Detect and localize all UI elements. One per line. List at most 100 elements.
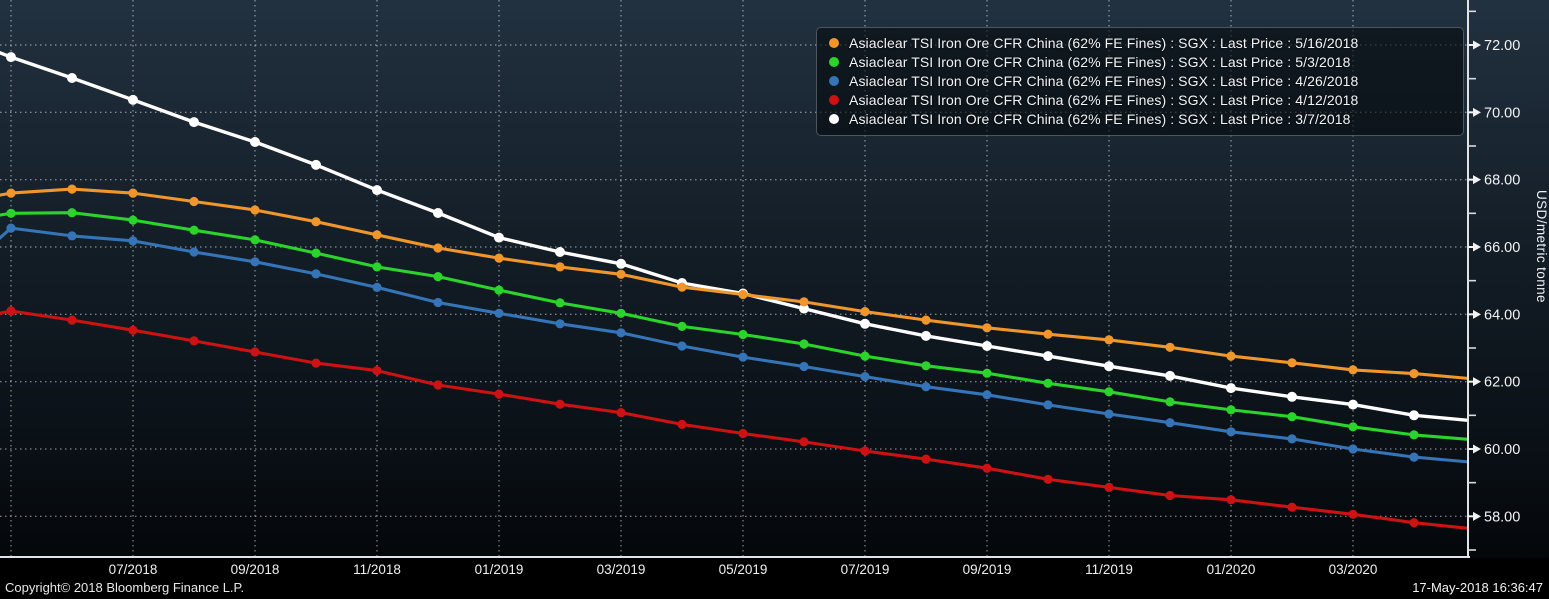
- data-point: [433, 297, 443, 308]
- copyright-text: Copyright© 2018 Bloomberg Finance L.P.: [5, 580, 245, 595]
- data-point: [1043, 400, 1053, 410]
- data-point: [372, 282, 382, 292]
- data-point: [1165, 397, 1175, 407]
- legend-row-1[interactable]: Asiaclear TSI Iron Ore CFR China (62% FE…: [829, 33, 1453, 52]
- data-point: [6, 188, 16, 198]
- data-point: [555, 399, 565, 409]
- y-axis-tick-label: 68.00: [1484, 173, 1520, 189]
- data-point: [799, 437, 809, 447]
- data-point: [67, 184, 77, 194]
- data-point: [1409, 430, 1419, 440]
- legend-label: Asiaclear TSI Iron Ore CFR China (62% FE…: [849, 110, 1351, 127]
- data-point: [1226, 383, 1236, 394]
- data-point: [494, 389, 504, 399]
- y-tick-arrow-icon: [1473, 511, 1481, 521]
- data-point: [1226, 427, 1236, 437]
- data-point: [1409, 452, 1419, 462]
- axes: [0, 0, 1481, 558]
- data-point: [250, 137, 260, 147]
- data-point: [616, 269, 626, 279]
- series-line: [0, 226, 1468, 464]
- x-axis-tick-label: 09/2019: [963, 562, 1012, 577]
- data-point: [1043, 351, 1053, 362]
- data-point: [189, 247, 199, 257]
- timestamp-text: 17-May-2018 16:36:47: [1412, 580, 1543, 595]
- data-point: [67, 208, 77, 218]
- data-point: [1409, 410, 1419, 421]
- legend: Asiaclear TSI Iron Ore CFR China (62% FE…: [816, 27, 1464, 136]
- legend-dot-orange-icon: [829, 37, 839, 48]
- data-point: [128, 188, 138, 198]
- data-point: [982, 341, 992, 351]
- data-point: [1165, 418, 1175, 428]
- y-axis-tick-label: 70.00: [1484, 105, 1520, 121]
- x-axis-tick-label: 03/2019: [597, 562, 646, 577]
- data-point: [738, 329, 748, 340]
- series-line: [0, 309, 1468, 530]
- data-point: [250, 257, 260, 267]
- data-point: [799, 339, 809, 349]
- data-point: [677, 282, 687, 292]
- legend-label: Asiaclear TSI Iron Ore CFR China (62% FE…: [849, 53, 1351, 70]
- data-point: [6, 306, 16, 316]
- data-point: [1104, 387, 1114, 397]
- data-point: [921, 315, 931, 325]
- legend-row-2[interactable]: Asiaclear TSI Iron Ore CFR China (62% FE…: [829, 52, 1453, 71]
- x-axis-tick-label: 11/2018: [353, 562, 401, 577]
- data-point: [189, 117, 199, 128]
- legend-label: Asiaclear TSI Iron Ore CFR China (62% FE…: [849, 34, 1359, 51]
- data-point: [6, 223, 16, 233]
- data-point: [494, 253, 504, 263]
- data-point: [1348, 509, 1358, 519]
- data-point: [982, 323, 992, 333]
- data-point: [494, 232, 504, 243]
- data-point: [921, 361, 931, 371]
- data-point: [1165, 370, 1175, 381]
- data-point: [1348, 444, 1358, 454]
- x-axis-tick-label: 01/2020: [1207, 562, 1256, 577]
- x-axis-tick-label: 09/2018: [231, 562, 280, 577]
- data-point: [799, 303, 809, 314]
- data-point: [860, 372, 870, 382]
- data-point: [921, 382, 931, 392]
- data-point: [250, 205, 260, 215]
- legend-row-3[interactable]: Asiaclear TSI Iron Ore CFR China (62% FE…: [829, 71, 1453, 90]
- data-point: [616, 308, 626, 318]
- data-point: [1348, 399, 1358, 410]
- data-point: [372, 262, 382, 272]
- y-tick-arrow-icon: [1473, 107, 1481, 117]
- data-point: [494, 285, 504, 295]
- legend-label: Asiaclear TSI Iron Ore CFR China (62% FE…: [849, 91, 1359, 108]
- data-point: [1287, 502, 1297, 512]
- data-point: [6, 208, 16, 218]
- data-point: [738, 352, 748, 362]
- data-point: [433, 243, 443, 253]
- x-axis-tick-label: 07/2018: [109, 562, 158, 577]
- data-point: [433, 380, 443, 390]
- y-tick-arrow-icon: [1473, 309, 1481, 319]
- data-point: [189, 336, 199, 346]
- data-point: [860, 446, 870, 456]
- data-point: [128, 94, 138, 105]
- data-point: [1409, 369, 1419, 379]
- data-point: [1287, 391, 1297, 402]
- data-point: [311, 358, 321, 368]
- data-point: [311, 159, 321, 170]
- legend-dot-green-icon: [829, 56, 839, 67]
- legend-row-4[interactable]: Asiaclear TSI Iron Ore CFR China (62% FE…: [829, 90, 1453, 109]
- data-point: [433, 272, 443, 282]
- legend-row-5[interactable]: Asiaclear TSI Iron Ore CFR China (62% FE…: [829, 109, 1453, 128]
- data-point: [1104, 361, 1114, 372]
- data-point: [311, 248, 321, 258]
- data-point: [1043, 329, 1053, 339]
- series-lines: [0, 50, 1468, 530]
- data-point: [555, 262, 565, 272]
- data-point: [860, 307, 870, 317]
- data-point: [921, 330, 931, 341]
- y-axis-tick-label: 66.00: [1484, 240, 1520, 256]
- y-tick-arrow-icon: [1473, 377, 1481, 387]
- data-point: [372, 185, 382, 196]
- data-point: [616, 258, 626, 269]
- series-4/26/2018: [0, 223, 1468, 464]
